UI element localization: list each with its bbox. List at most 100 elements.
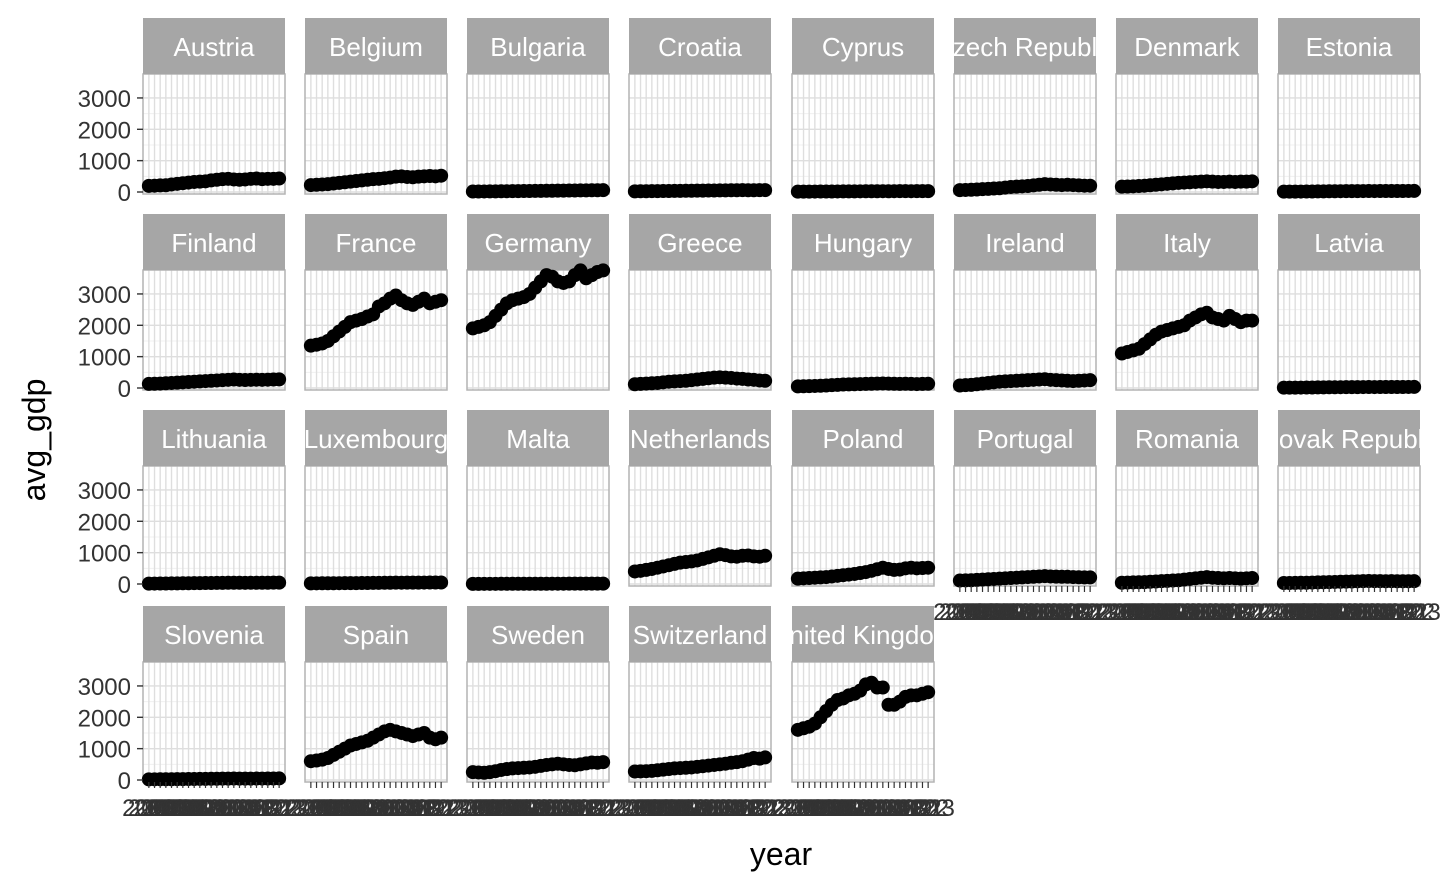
x-tick-label: 2015 [1342, 599, 1395, 626]
panel-background [954, 270, 1096, 390]
facet-panel: Estonia [1276, 18, 1422, 199]
x-tick-label: 2015 [693, 795, 746, 822]
x-tick-label: 2021 [1376, 599, 1429, 626]
y-tick-label: 2000 [78, 313, 131, 340]
x-tick-label: 2004 [1118, 599, 1171, 626]
x-tick-label: 2007 [648, 795, 701, 822]
x-tick-label: 2003 [463, 795, 516, 822]
facet-panel: Latvia [1276, 214, 1422, 395]
x-tick-label: 2022 [1220, 599, 1273, 626]
x-tick-label: 2018 [1197, 599, 1250, 626]
x-tick-label: 2017 [380, 795, 433, 822]
facet-strip-label: Greece [657, 228, 742, 258]
panel-background [143, 466, 285, 586]
facet-strip-label: Lithuania [161, 424, 267, 454]
x-tick-label: 2015 [856, 795, 909, 822]
x-tick-label: 2020 [1370, 599, 1423, 626]
x-tick-label: 2015 [207, 795, 260, 822]
data-point [596, 263, 611, 278]
data-point [434, 168, 449, 183]
x-tick-label: 2011 [347, 795, 399, 822]
x-tick-label: 2012 [190, 795, 243, 822]
x-tick-label: 2002 [782, 795, 835, 822]
facet-strip-label: Croatia [658, 32, 742, 62]
x-tick-label: 2014 [850, 795, 903, 822]
y-tick-label: 3000 [78, 282, 131, 309]
panels-layer: Austria 0 1000 2000 3000 Belgium Bulgaria Croat… [78, 18, 1440, 822]
facet-strip-label: Romania [1135, 424, 1240, 454]
facet-strip [467, 18, 609, 74]
facet-panel: Cyprus [790, 18, 936, 199]
facet-panel: Ireland [952, 214, 1098, 393]
y-tick-label: 1000 [78, 345, 131, 372]
data-point [434, 293, 449, 308]
facet-panel: Bulgaria [465, 18, 611, 199]
x-tick-label: 2006 [318, 795, 371, 822]
x-tick-label: 2013 [1007, 599, 1060, 626]
x-tick-label: 2017 [542, 795, 595, 822]
x-tick-label: 2006 [805, 795, 858, 822]
x-tick-label: 2010 [341, 795, 394, 822]
x-tick-label: 2023 [414, 795, 467, 822]
facet-strip-label: Netherlands [630, 424, 770, 454]
panel-background [954, 466, 1096, 586]
facet-strip [954, 410, 1096, 466]
facet-strip [305, 606, 447, 662]
facet-panel: Portugal 20002001200220032004200520062007… [933, 410, 1117, 626]
x-tick-label: 2007 [486, 795, 539, 822]
x-tick-label: 2007 [973, 599, 1026, 626]
data-point [758, 183, 773, 198]
facet-panel: Lithuania 0 1000 2000 3000 [78, 410, 287, 599]
data-point [272, 372, 287, 387]
panel-background [1278, 270, 1420, 390]
facet-strip [792, 18, 934, 74]
facet-strip-label: France [336, 228, 417, 258]
x-tick-label: 2001 [290, 795, 343, 822]
x-tick-label: 2010 [828, 795, 881, 822]
facet-strip-label: Hungary [814, 228, 912, 258]
facet-strip-label: Denmark [1134, 32, 1240, 62]
y-tick-label: 2000 [78, 117, 131, 144]
x-tick-label: 2021 [727, 795, 780, 822]
x-tick-label: 2012 [839, 795, 892, 822]
x-tick-label: 2004 [469, 795, 522, 822]
x-tick-label: 2009 [335, 795, 388, 822]
facet-strip [792, 214, 934, 270]
x-tick-label: 2002 [619, 795, 672, 822]
facet-strip-label: Finland [171, 228, 256, 258]
y-tick-label: 2000 [78, 705, 131, 732]
x-tick-label: 2021 [890, 795, 943, 822]
panel-background [467, 74, 609, 194]
panel-background [305, 270, 447, 390]
facet-strip-label: Switzerland [633, 620, 767, 650]
facet-strip-label: Malta [506, 424, 570, 454]
x-tick-label: 2020 [1208, 599, 1261, 626]
x-tick-label: 2019 [1365, 599, 1418, 626]
x-tick-label: 2016 [1186, 599, 1239, 626]
x-tick-label: 2002 [1268, 599, 1321, 626]
data-point [434, 730, 449, 745]
x-tick-label: 2014 [1336, 599, 1389, 626]
x-tick-label: 2012 [676, 795, 729, 822]
facet-strip [305, 410, 447, 466]
x-tick-label: 2011 [996, 599, 1048, 626]
facet-panel: Romania200020012002200320042005200620072… [1095, 410, 1279, 626]
x-tick-label: 2020 [559, 795, 612, 822]
facet-strip-label: Estonia [1306, 32, 1393, 62]
x-tick-label: 2013 [682, 795, 735, 822]
x-tick-label: 2008 [491, 795, 544, 822]
data-point [272, 575, 287, 590]
data-point [1245, 174, 1260, 189]
x-tick-label: 2009 [173, 795, 226, 822]
facet-strip-label: Slovenia [164, 620, 264, 650]
y-axis-title: avg_gdp [16, 379, 52, 502]
x-tick-label: 2022 [409, 795, 462, 822]
facet-panel: Croatia [627, 18, 773, 199]
x-tick-label: 2011 [185, 795, 237, 822]
x-tick-label: 2001 [939, 599, 992, 626]
panel-background [1116, 466, 1258, 586]
facet-strip-label: Cyprus [822, 32, 904, 62]
x-tick-label: 2018 [1359, 599, 1412, 626]
x-tick-label: 2005 [799, 795, 852, 822]
